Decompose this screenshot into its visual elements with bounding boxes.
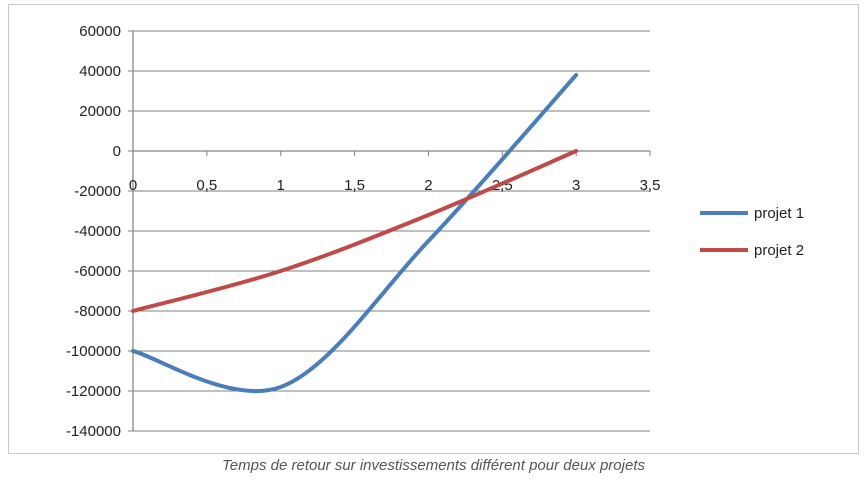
legend-label-projet-2: projet 2	[754, 242, 804, 259]
series-line-projet-2	[131, 149, 579, 313]
gridlines	[133, 30, 650, 432]
x-tick-label: 2	[424, 177, 432, 194]
x-tick-label: 3,5	[640, 177, 661, 194]
y-tick-label: -40000	[74, 223, 121, 240]
legend-label-projet-1: projet 1	[754, 205, 804, 222]
y-tick-label: -120000	[66, 383, 121, 400]
y-tick-label: -60000	[74, 263, 121, 280]
y-tick-label: -100000	[66, 343, 121, 360]
x-tick-label: 1,5	[344, 177, 365, 194]
y-tick-label: -20000	[74, 183, 121, 200]
chart-caption: Temps de retour sur investissements diff…	[222, 457, 645, 474]
y-tick-label: -80000	[74, 303, 121, 320]
y-tick-label: 20000	[79, 103, 121, 120]
axes: 60000 40000 20000 0 -20000 -40000 -60000 -80000…	[66, 23, 660, 440]
chart-frame	[8, 4, 859, 454]
legend: projet 1 projet 2	[700, 205, 804, 259]
series-line-projet-1	[131, 73, 579, 394]
y-tick-label: 60000	[79, 23, 121, 40]
x-tick-label: 1	[277, 177, 285, 194]
x-tick-label: 0,5	[196, 177, 217, 194]
y-tick-label: 0	[113, 143, 121, 160]
series-lines	[131, 73, 579, 394]
y-tick-label: -140000	[66, 423, 121, 440]
y-tick-label: 40000	[79, 63, 121, 80]
x-tick-label: 3	[572, 177, 580, 194]
x-tick-label: 0	[129, 177, 137, 194]
line-chart: 60000 40000 20000 0 -20000 -40000 -60000 -80000…	[66, 23, 804, 440]
